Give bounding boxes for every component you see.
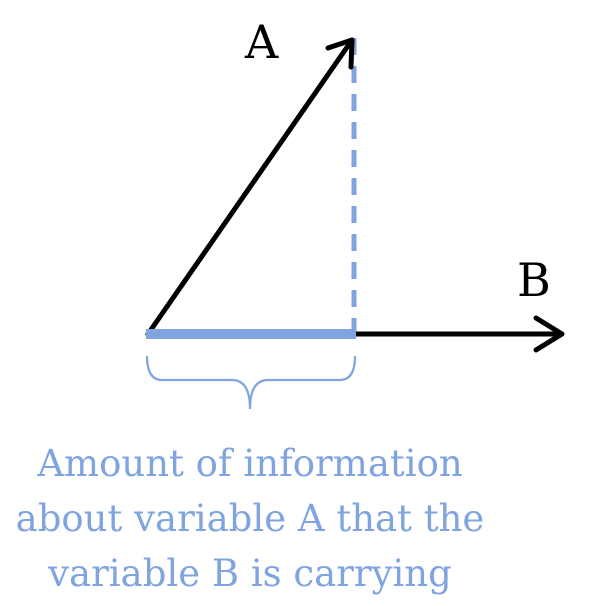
caption-line-1: Amount of information (0, 436, 500, 491)
caption: Amount of information about variable A t… (0, 436, 500, 601)
vector-b-label: B (517, 253, 551, 307)
vector-a-shaft (148, 40, 352, 334)
curly-brace (147, 356, 355, 409)
vector-a-label: A (244, 15, 279, 69)
caption-line-2: about variable A that the (0, 491, 500, 546)
caption-line-3: variable B is carrying (0, 546, 500, 601)
